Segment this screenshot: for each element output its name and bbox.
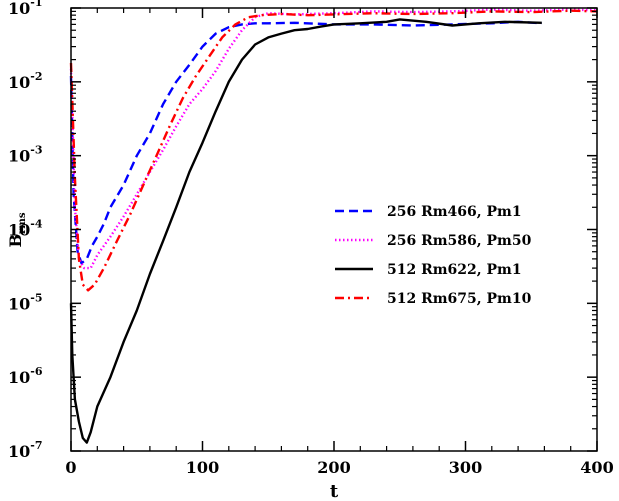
legend: 256 Rm466, Pm1 256 Rm586, Pm50 512 Rm622, … xyxy=(335,204,532,307)
y-tick-label-6: 10-1 xyxy=(8,0,43,18)
y-tick-label-3: 10-4 xyxy=(8,218,43,240)
series-layer xyxy=(69,8,598,444)
axes-layer: 0 100 200 300 400 10-7 10-6 10-5 10-4 10-3 10-2 10-… xyxy=(8,0,614,477)
series-line-3 xyxy=(69,9,598,292)
y-axis-title-sub: rms xyxy=(17,212,28,234)
x-tick-label-2: 200 xyxy=(317,458,350,477)
legend-label-0: 256 Rm466, Pm1 xyxy=(387,204,522,220)
x-tick-label-3: 300 xyxy=(449,458,482,477)
x-tick-label-4: 400 xyxy=(580,458,613,477)
y-tick-label-5: 10-2 xyxy=(8,70,43,92)
series-line-2 xyxy=(69,18,542,444)
y-tick-label-2: 10-5 xyxy=(8,291,43,313)
x-axis-title: t xyxy=(330,481,339,501)
x-tick-label-1: 100 xyxy=(186,458,219,477)
y-tick-label-0: 10-7 xyxy=(8,439,43,461)
y-tick-label-1: 10-6 xyxy=(8,365,43,387)
legend-label-2: 512 Rm622, Pm1 xyxy=(387,262,522,278)
legend-label-1: 256 Rm586, Pm50 xyxy=(387,233,532,249)
plot-frame xyxy=(70,7,598,452)
series-line-1 xyxy=(69,8,598,270)
series-line-0 xyxy=(69,20,542,265)
y-axis-title-main: B xyxy=(6,234,25,248)
y-axis-title: Brms xyxy=(6,212,28,247)
y-tick-label-4: 10-3 xyxy=(8,144,43,166)
x-tick-label-0: 0 xyxy=(65,458,76,477)
legend-label-3: 512 Rm675, Pm10 xyxy=(387,291,532,307)
